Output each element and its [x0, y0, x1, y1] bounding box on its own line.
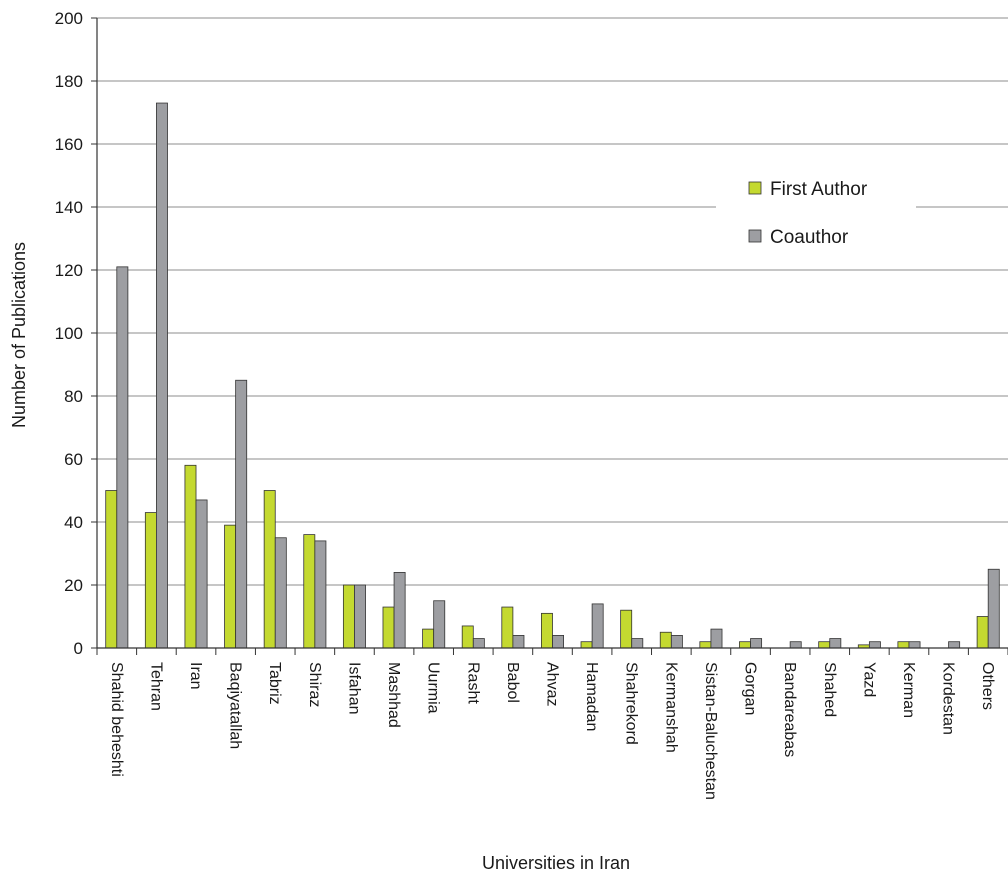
y-tick-label: 200: [55, 9, 83, 28]
bar-first-author: [541, 612, 553, 649]
bar-coauthor: [789, 641, 802, 649]
bars: [105, 102, 1000, 649]
bar-coauthor: [195, 499, 208, 649]
bar-first-author: [224, 524, 237, 649]
x-category-label: Uurmia: [425, 662, 442, 714]
bar-coauthor: [829, 638, 842, 649]
axes: [96, 18, 1008, 655]
bar-first-author: [303, 534, 316, 649]
x-category-label: Shahrekord: [623, 662, 640, 745]
y-axis-title: Number of Publications: [9, 242, 29, 428]
bar-first-author: [144, 512, 157, 649]
y-tick-label: 40: [64, 513, 83, 532]
x-category-label: Rasht: [464, 662, 481, 704]
bar-first-author: [659, 631, 672, 649]
bar-first-author: [620, 609, 633, 649]
x-category-label: Bandareabas: [781, 662, 798, 757]
y-tick-label: 180: [55, 72, 83, 91]
bar-first-author: [739, 641, 751, 649]
x-category-label: Ahvaz: [544, 662, 561, 706]
x-category-label: Baqiyatallah: [227, 662, 244, 749]
bar-coauthor: [670, 635, 683, 649]
bar-coauthor: [116, 266, 129, 649]
y-tick-label: 80: [64, 387, 83, 406]
x-category-label: Gorgan: [742, 662, 759, 715]
bar-first-author: [976, 616, 989, 649]
bar-first-author: [263, 490, 276, 649]
x-category-label: Others: [979, 662, 996, 710]
x-category-label: Isfahan: [345, 662, 362, 714]
y-tick-label: 140: [55, 198, 83, 217]
x-category-label: Shahed: [821, 662, 838, 717]
x-category-label: Yazd: [860, 662, 877, 697]
y-tick-label: 100: [55, 324, 83, 343]
x-category-label: Kerman: [900, 662, 917, 718]
bar-first-author: [342, 584, 355, 649]
x-category-label: Babol: [504, 662, 521, 703]
bar-coauthor: [393, 572, 406, 649]
legend-swatch-coauthor: [748, 229, 762, 243]
bar-first-author: [580, 641, 593, 649]
legend-label-coauthor: Coauthor: [770, 227, 849, 248]
bar-coauthor: [987, 568, 1000, 649]
x-category-label: Shiraz: [306, 662, 323, 707]
bar-coauthor: [908, 641, 921, 649]
bar-coauthor: [433, 600, 446, 649]
bar-coauthor: [750, 638, 763, 649]
bar-first-author: [422, 628, 435, 649]
x-category-label: Shahid beheshti: [108, 662, 125, 777]
bar-coauthor: [710, 628, 723, 649]
y-tick-label: 160: [55, 135, 83, 154]
bar-coauthor: [354, 584, 366, 649]
x-category-label: Tabriz: [266, 662, 283, 705]
bar-coauthor: [472, 638, 485, 649]
y-tick-label: 0: [74, 639, 83, 658]
bar-coauthor: [552, 635, 564, 649]
bar-coauthor: [314, 540, 327, 649]
bar-coauthor: [235, 379, 248, 649]
legend: First Author Coauthor: [716, 162, 916, 258]
bar-first-author: [105, 490, 118, 649]
bar-coauthor: [591, 603, 604, 649]
x-category-label: Sistan-Baluchestan: [702, 662, 719, 800]
bar-first-author: [818, 641, 831, 649]
bar-first-author: [382, 606, 395, 649]
x-category-label: Hamadan: [583, 662, 600, 731]
bar-coauthor: [868, 641, 881, 649]
y-tick-labels: 0 20 40 60 80 100 120 140 160 180 200: [55, 9, 83, 658]
bar-first-author: [501, 606, 514, 649]
category-labels: Shahid beheshti Tehran Iran Baqiyatallah Tab…: [108, 662, 996, 800]
x-category-label: Kermanshah: [662, 662, 679, 753]
bar-first-author: [699, 641, 712, 649]
bar-coauthor: [631, 638, 644, 649]
bar-coauthor: [274, 537, 287, 649]
legend-label-first-author: First Author: [770, 179, 868, 200]
bar-first-author: [184, 464, 197, 649]
bar-coauthor: [156, 102, 168, 649]
x-category-label: Iran: [187, 662, 204, 690]
y-tick-label: 120: [55, 261, 83, 280]
x-category-label: Mashhad: [385, 662, 402, 728]
y-tick-label: 20: [64, 576, 83, 595]
x-category-label: Kordestan: [940, 662, 957, 735]
y-tick-label: 60: [64, 450, 83, 469]
legend-swatch-first-author: [748, 181, 762, 195]
bar-first-author: [461, 625, 474, 649]
x-category-label: Tehran: [147, 662, 164, 711]
bar-coauthor: [948, 641, 961, 649]
bar-coauthor: [512, 635, 525, 649]
x-axis-title: Universities in Iran: [482, 853, 630, 873]
bar-first-author: [897, 641, 910, 649]
